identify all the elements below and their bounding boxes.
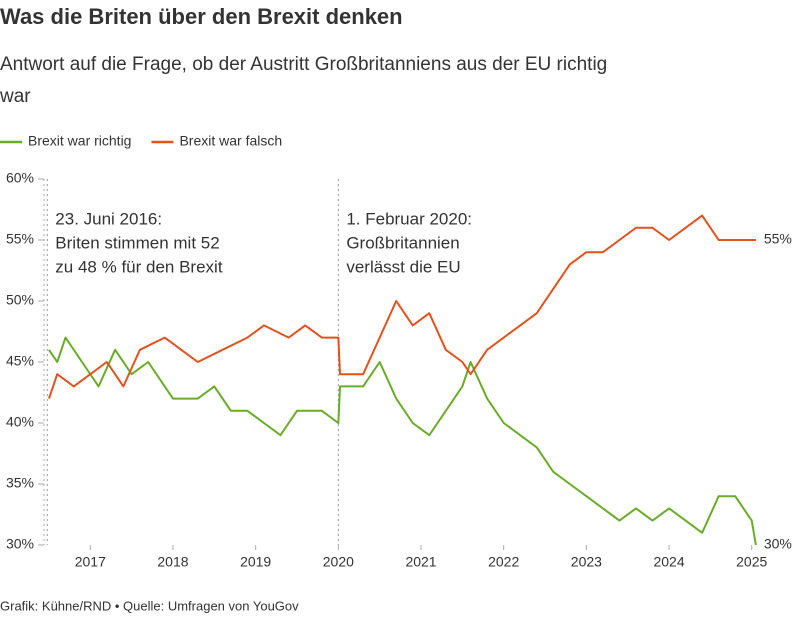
annotation-text: 1. Februar 2020:: [346, 209, 472, 228]
y-tick-label: 50%: [6, 292, 34, 308]
x-tick-label: 2023: [571, 554, 602, 570]
value-label: 30%: [764, 536, 792, 552]
annotation-text: 23. Juni 2016:: [55, 209, 162, 228]
series-line: [48, 336, 757, 546]
x-tick-label: 2018: [157, 554, 188, 570]
x-tick-label: 2025: [736, 554, 767, 570]
y-tick-label: 55%: [6, 231, 34, 247]
y-tick-label: 30%: [6, 536, 34, 552]
annotation-text: Briten stimmen mit 52: [55, 233, 219, 252]
x-tick-label: 2019: [240, 554, 271, 570]
y-tick-label: 35%: [6, 475, 34, 491]
y-tick-label: 60%: [6, 170, 34, 186]
x-tick-label: 2024: [653, 554, 684, 570]
value-label: 55%: [764, 231, 792, 247]
x-tick-label: 2021: [405, 554, 436, 570]
legend-label: Brexit war richtig: [28, 133, 131, 149]
x-tick-label: 2020: [323, 554, 354, 570]
y-tick-label: 40%: [6, 414, 34, 430]
annotation-text: Großbritannien: [346, 233, 459, 252]
x-tick-label: 2017: [75, 554, 106, 570]
legend-label: Brexit war falsch: [179, 133, 282, 149]
series-line: [48, 214, 756, 399]
y-tick-label: 45%: [6, 353, 34, 369]
x-tick-label: 2022: [488, 554, 519, 570]
subtitle: war: [0, 86, 31, 107]
chart-title: Was die Briten über den Brexit denken: [0, 4, 403, 29]
subtitle: Antwort auf die Frage, ob der Austritt G…: [0, 54, 607, 75]
annotation-text: verlässt die EU: [346, 257, 460, 276]
annotation-text: zu 48 % für den Brexit: [55, 257, 223, 276]
source: Grafik: Kühne/RND • Quelle: Umfragen von…: [0, 598, 299, 613]
